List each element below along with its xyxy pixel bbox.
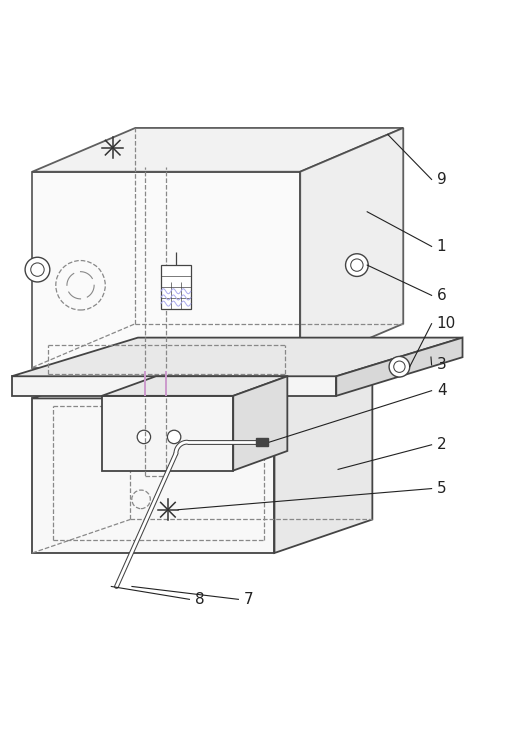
Text: 5: 5 xyxy=(437,481,447,496)
Bar xyxy=(256,438,268,446)
Polygon shape xyxy=(233,376,287,470)
Polygon shape xyxy=(300,128,403,368)
Text: 9: 9 xyxy=(437,172,447,187)
Circle shape xyxy=(346,254,368,276)
Text: 4: 4 xyxy=(437,383,447,398)
Text: 8: 8 xyxy=(195,592,204,607)
Polygon shape xyxy=(102,396,233,470)
Polygon shape xyxy=(32,365,372,398)
Polygon shape xyxy=(32,128,403,172)
Polygon shape xyxy=(102,376,287,396)
Polygon shape xyxy=(161,265,191,309)
Circle shape xyxy=(167,430,181,444)
Circle shape xyxy=(25,257,50,282)
Text: 7: 7 xyxy=(243,592,253,607)
Circle shape xyxy=(137,430,151,444)
Polygon shape xyxy=(32,172,300,368)
Text: 10: 10 xyxy=(437,316,456,331)
Polygon shape xyxy=(275,365,372,553)
Polygon shape xyxy=(12,376,336,396)
Polygon shape xyxy=(32,398,275,553)
Circle shape xyxy=(389,356,410,377)
Polygon shape xyxy=(336,337,463,396)
Text: 1: 1 xyxy=(437,239,447,254)
Text: 2: 2 xyxy=(437,437,447,452)
Text: 3: 3 xyxy=(437,357,447,373)
Polygon shape xyxy=(12,337,463,376)
Text: 6: 6 xyxy=(437,288,447,303)
